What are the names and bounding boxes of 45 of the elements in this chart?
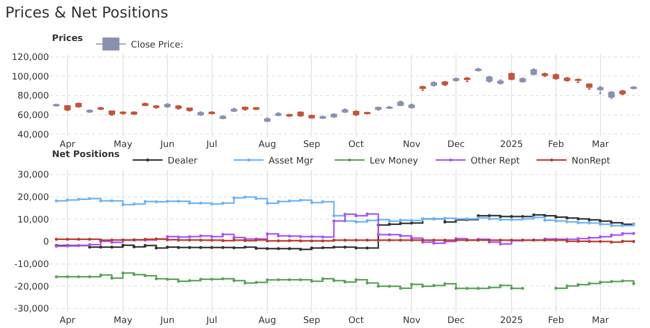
x-tick-label: Jul bbox=[205, 316, 218, 326]
x-tick-label: May bbox=[114, 140, 133, 150]
x-tick-label: Mar bbox=[592, 316, 610, 326]
x-tick-label: Sep bbox=[303, 140, 320, 150]
x-tick-label: Aug bbox=[258, 140, 276, 150]
y-tick-label: -10,000 bbox=[14, 260, 50, 270]
y-tick-label: 10,000 bbox=[18, 215, 50, 226]
y-tick-label: 0 bbox=[43, 238, 50, 248]
x-tick-label: Apr bbox=[60, 316, 76, 326]
x-tick-label: Oct bbox=[348, 316, 364, 326]
x-tick-label: Nov bbox=[402, 140, 422, 150]
x-tick-label: Mar bbox=[592, 140, 610, 150]
y-tick-label: -30,000 bbox=[14, 304, 50, 315]
legend-label: NonRept bbox=[572, 156, 611, 167]
x-tick-label: Jun bbox=[159, 140, 174, 150]
legend-label: Other Rept bbox=[470, 156, 520, 167]
x-tick-label: Jun bbox=[159, 316, 174, 326]
y-tick-label: 40,000 bbox=[18, 130, 50, 140]
y-tick-label: 30,000 bbox=[18, 170, 50, 181]
x-tick-label: Nov bbox=[402, 316, 422, 326]
x-tick-label: 2025 bbox=[500, 140, 523, 150]
x-tick-label: Apr bbox=[60, 140, 76, 150]
legend-label: Dealer bbox=[168, 156, 198, 167]
x-tick-label: Jul bbox=[205, 140, 218, 150]
legend-title: Prices bbox=[52, 34, 83, 44]
legend-label: Lev Money bbox=[370, 156, 419, 167]
x-tick-label: Feb bbox=[548, 316, 564, 326]
y-tick-label: -20,000 bbox=[14, 282, 50, 292]
legend-label: Asset Mgr bbox=[268, 156, 314, 167]
x-tick-label: Sep bbox=[303, 316, 320, 326]
x-tick-label: Dec bbox=[447, 316, 465, 326]
x-tick-label: Feb bbox=[548, 140, 564, 150]
chart-title: Prices & Net Positions bbox=[5, 3, 168, 22]
x-tick-label: May bbox=[114, 316, 133, 326]
x-tick-label: Aug bbox=[258, 316, 276, 326]
legend-title: Net Positions bbox=[52, 150, 120, 160]
x-tick-label: Dec bbox=[447, 140, 465, 150]
x-tick-label: 2025 bbox=[500, 316, 523, 326]
y-tick-label: 60,000 bbox=[18, 110, 50, 121]
y-tick-label: 100,000 bbox=[12, 72, 50, 82]
y-tick-label: 80,000 bbox=[18, 92, 50, 102]
legend-label: Close Price: bbox=[130, 40, 184, 51]
x-tick-label: Oct bbox=[348, 140, 364, 150]
y-tick-label: 120,000 bbox=[12, 53, 50, 64]
y-tick-label: 20,000 bbox=[18, 192, 50, 203]
